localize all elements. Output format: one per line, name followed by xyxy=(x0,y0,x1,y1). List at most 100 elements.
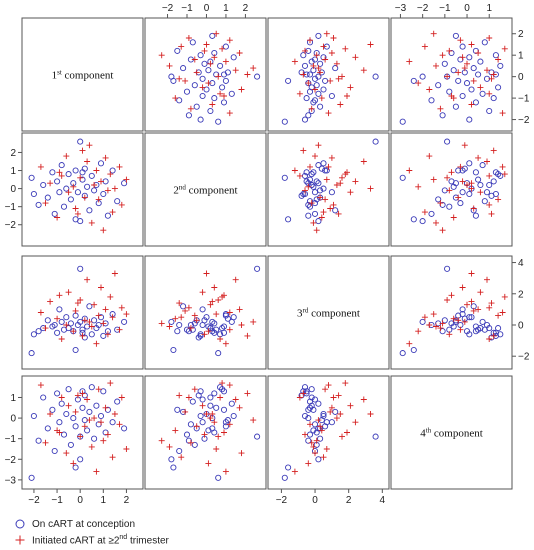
point-plus xyxy=(102,306,109,313)
point-circle xyxy=(439,328,446,335)
point-plus xyxy=(72,408,79,415)
point-circle xyxy=(492,169,499,176)
point-circle xyxy=(67,441,74,448)
point-plus xyxy=(330,35,337,41)
point-plus xyxy=(415,328,422,335)
panel-r2-c2: 2nd component xyxy=(144,132,267,247)
point-plus xyxy=(421,43,428,50)
point-circle xyxy=(410,216,417,223)
point-circle xyxy=(187,421,194,428)
point-plus xyxy=(107,380,114,387)
point-plus xyxy=(317,69,324,76)
point-plus xyxy=(58,336,65,342)
point-plus xyxy=(342,380,349,387)
point-plus xyxy=(65,402,72,409)
point-circle xyxy=(168,318,175,325)
point-circle xyxy=(308,84,315,91)
point-plus xyxy=(217,90,224,97)
point-plus xyxy=(352,419,359,426)
point-circle xyxy=(315,90,322,97)
point-plus xyxy=(291,167,298,174)
point-plus xyxy=(65,189,72,196)
point-circle xyxy=(207,394,214,401)
point-plus xyxy=(486,90,493,97)
point-plus xyxy=(205,460,212,467)
panel-frame xyxy=(144,132,267,247)
point-circle xyxy=(495,84,502,91)
point-circle xyxy=(70,415,77,422)
panel-frame xyxy=(144,255,267,370)
panel-r3-c1 xyxy=(21,255,144,370)
point-plus xyxy=(118,304,125,311)
point-circle xyxy=(479,318,486,325)
diagonal-label-2: 2nd component xyxy=(173,184,237,197)
point-circle xyxy=(170,346,177,354)
point-circle xyxy=(419,318,426,325)
point-circle xyxy=(63,314,70,321)
point-circle xyxy=(191,441,198,448)
point-plus xyxy=(490,332,497,339)
point-plus xyxy=(211,284,218,291)
point-plus xyxy=(433,62,439,69)
point-circle xyxy=(174,328,181,335)
point-circle xyxy=(308,171,315,178)
point-circle xyxy=(79,326,86,333)
point-plus xyxy=(439,52,446,59)
point-plus xyxy=(468,41,475,48)
point-plus xyxy=(84,276,91,283)
point-circle xyxy=(180,65,187,72)
point-plus xyxy=(335,75,342,82)
point-plus xyxy=(222,468,229,475)
point-circle xyxy=(303,169,310,176)
point-plus xyxy=(116,326,123,333)
point-circle xyxy=(466,54,473,61)
point-plus xyxy=(226,309,233,316)
point-plus xyxy=(307,163,313,170)
point-circle xyxy=(441,317,448,324)
point-plus xyxy=(84,396,91,403)
point-plus xyxy=(330,201,337,208)
point-plus xyxy=(93,468,100,475)
point-plus xyxy=(182,307,189,314)
point-plus xyxy=(205,80,212,87)
point-plus xyxy=(104,187,111,194)
point-circle xyxy=(207,325,214,332)
point-circle xyxy=(203,86,210,93)
point-plus xyxy=(109,314,116,321)
point-plus xyxy=(203,41,210,48)
point-circle xyxy=(176,321,183,329)
point-plus xyxy=(201,47,208,54)
point-circle xyxy=(58,162,65,169)
point-circle xyxy=(35,328,42,335)
point-circle xyxy=(477,58,484,65)
point-circle xyxy=(199,75,206,82)
point-circle xyxy=(313,178,320,185)
point-plus xyxy=(302,187,308,194)
point-plus xyxy=(307,421,313,428)
point-circle xyxy=(199,419,206,426)
point-plus xyxy=(499,110,506,117)
point-plus xyxy=(468,180,475,187)
point-plus xyxy=(488,75,495,82)
point-plus xyxy=(185,304,192,311)
point-plus xyxy=(464,60,470,67)
point-plus xyxy=(318,214,325,221)
point-plus xyxy=(42,200,49,207)
point-plus xyxy=(42,439,49,446)
point-plus xyxy=(310,443,317,450)
point-plus xyxy=(236,306,243,313)
point-circle xyxy=(419,73,426,80)
point-plus xyxy=(236,50,243,56)
point-circle xyxy=(215,474,222,481)
point-plus xyxy=(320,209,327,216)
point-plus xyxy=(221,93,227,99)
x-tick-label: 1 xyxy=(101,495,107,506)
point-plus xyxy=(499,309,506,316)
point-circle xyxy=(466,190,473,198)
point-plus xyxy=(317,194,324,201)
y-tick-label: −1 xyxy=(518,94,530,105)
panel-r4-c4: 4th component xyxy=(390,375,513,490)
point-plus xyxy=(450,315,457,322)
point-circle xyxy=(308,181,315,189)
point-plus xyxy=(302,47,308,54)
